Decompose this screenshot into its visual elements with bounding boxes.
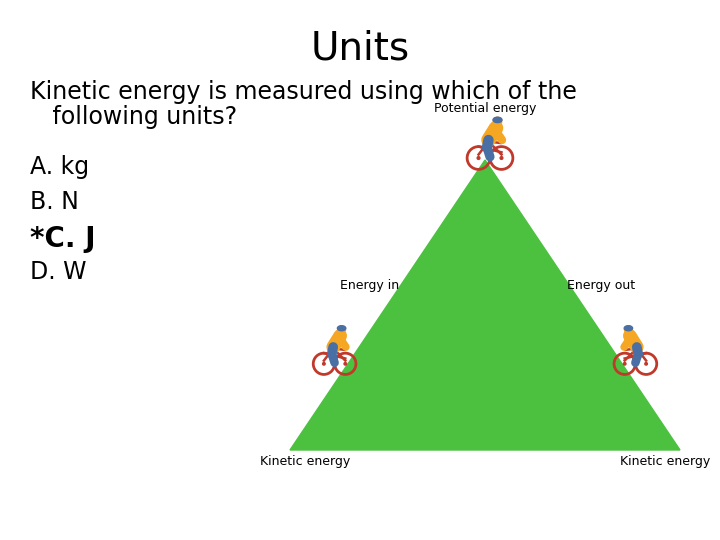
- Circle shape: [624, 362, 626, 365]
- Text: Potential energy: Potential energy: [434, 102, 536, 115]
- Circle shape: [323, 362, 325, 365]
- Text: A. kg: A. kg: [30, 155, 89, 179]
- Text: Energy out: Energy out: [567, 279, 635, 292]
- Text: Kinetic energy: Kinetic energy: [620, 455, 710, 468]
- Polygon shape: [290, 160, 680, 450]
- Text: D. W: D. W: [30, 260, 86, 284]
- Ellipse shape: [338, 326, 346, 331]
- Text: Kinetic energy: Kinetic energy: [260, 455, 350, 468]
- Circle shape: [500, 157, 503, 159]
- Text: Energy in: Energy in: [340, 279, 399, 292]
- Circle shape: [493, 117, 502, 126]
- Circle shape: [344, 362, 346, 365]
- Text: *C. J: *C. J: [30, 225, 96, 253]
- Text: Units: Units: [310, 30, 410, 68]
- Text: Kinetic energy is measured using which of the: Kinetic energy is measured using which o…: [30, 80, 577, 104]
- Text: following units?: following units?: [30, 105, 237, 129]
- Circle shape: [624, 326, 632, 334]
- Ellipse shape: [624, 326, 633, 331]
- Circle shape: [477, 157, 480, 159]
- Circle shape: [338, 326, 346, 334]
- Circle shape: [645, 362, 647, 365]
- Text: B. N: B. N: [30, 190, 79, 214]
- Ellipse shape: [493, 117, 502, 123]
